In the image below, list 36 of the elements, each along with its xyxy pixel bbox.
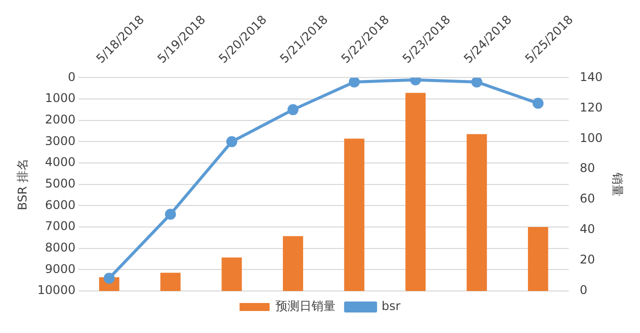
legend-label: 预测日销量 <box>276 299 336 314</box>
bar <box>528 227 548 291</box>
y-tick-label: 9000 <box>45 262 76 276</box>
y-tick-label: 5000 <box>45 176 76 190</box>
y2-tick-label: 100 <box>580 130 603 145</box>
y-tick-label: 6000 <box>45 198 76 212</box>
y2-tick-label: 0 <box>580 283 588 298</box>
bar <box>466 134 487 291</box>
y2-tick-label: 140 <box>580 70 603 84</box>
y-tick-label: 1000 <box>45 91 76 106</box>
y2-tick-label: 40 <box>580 222 595 236</box>
bar <box>405 92 426 291</box>
legend-label: bsr <box>382 299 400 314</box>
point <box>288 104 298 116</box>
point <box>471 78 482 88</box>
y2-tick-label: 120 <box>580 100 603 114</box>
point <box>164 208 176 220</box>
y2-tick-label: 20 <box>580 252 595 267</box>
y-tick-label: 8000 <box>45 240 76 254</box>
bar <box>282 236 304 291</box>
y-tick-label: 3000 <box>45 134 76 148</box>
y2-axis-title: 销量 <box>610 171 625 196</box>
bar <box>344 138 364 291</box>
y-tick-label: 10000 <box>37 283 76 298</box>
y-tick-label: 7000 <box>45 219 76 234</box>
y-axis-title: BSR 排名 <box>15 158 30 210</box>
bar <box>160 272 181 291</box>
point <box>348 78 360 88</box>
y-tick-label: 0 <box>68 70 76 84</box>
y-tick-label: 2000 <box>45 112 76 126</box>
y-tick-label: 4000 <box>45 155 76 170</box>
y2-tick-label: 60 <box>580 192 595 206</box>
y2-tick-label: 80 <box>580 161 595 176</box>
point <box>226 136 238 148</box>
bar <box>222 257 242 291</box>
point <box>532 98 544 109</box>
